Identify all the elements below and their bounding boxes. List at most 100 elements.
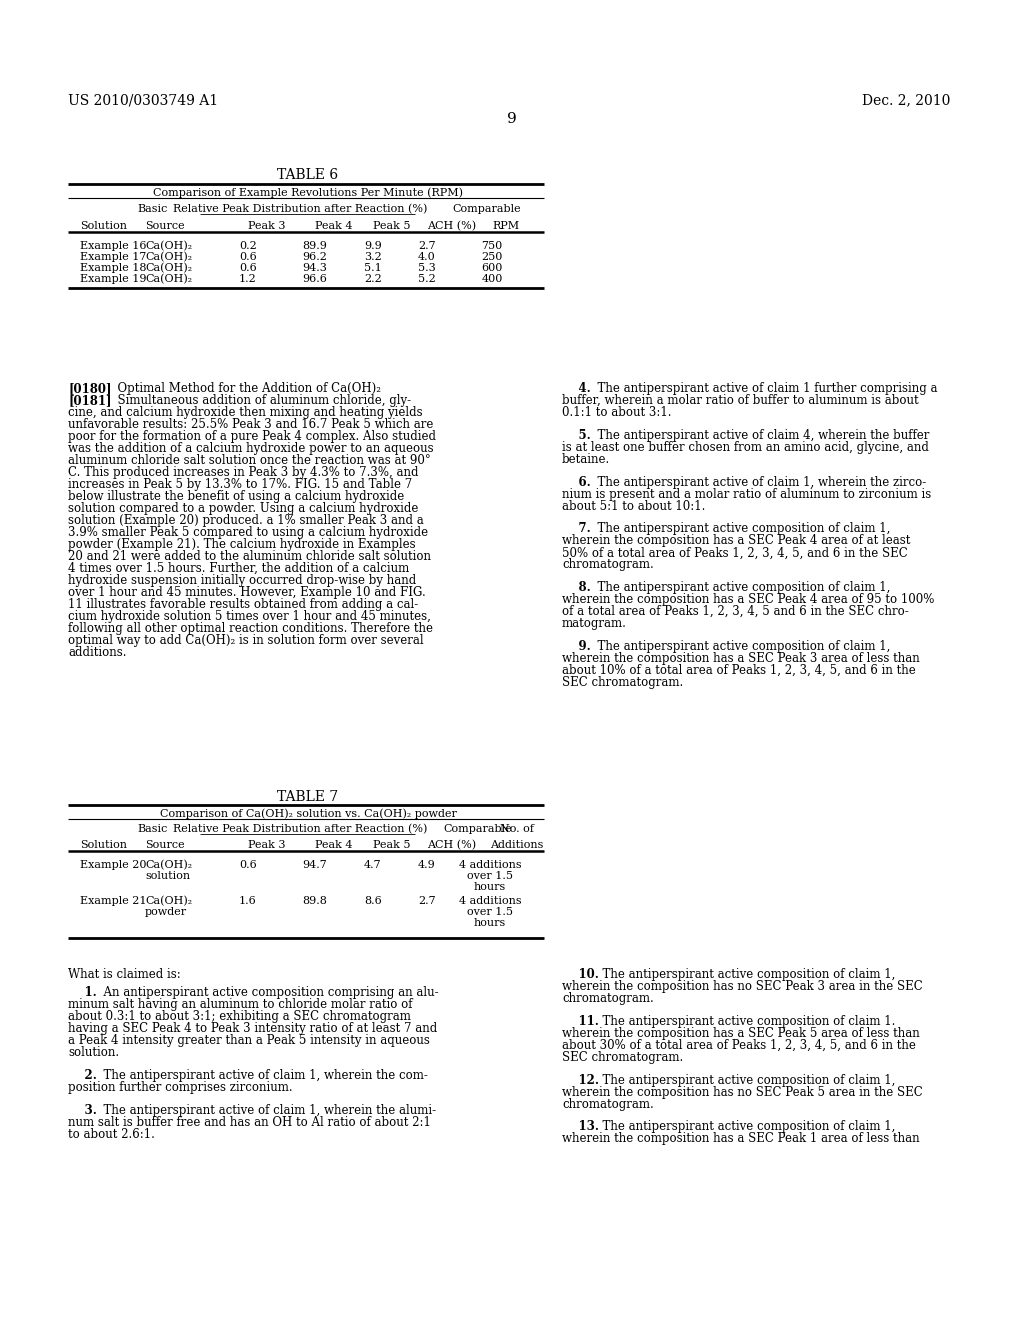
Text: solution (Example 20) produced. a 1% smaller Peak 3 and a: solution (Example 20) produced. a 1% sma…: [68, 513, 424, 527]
Text: 600: 600: [481, 263, 503, 273]
Text: 4.9: 4.9: [418, 861, 436, 870]
Text: Example 20: Example 20: [80, 861, 146, 870]
Text: Basic: Basic: [137, 824, 167, 834]
Text: additions.: additions.: [68, 645, 127, 659]
Text: 5.2: 5.2: [418, 275, 436, 284]
Text: Example 19: Example 19: [80, 275, 146, 284]
Text: aluminum chloride salt solution once the reaction was at 90°: aluminum chloride salt solution once the…: [68, 454, 431, 467]
Text: Peak 4: Peak 4: [315, 840, 352, 850]
Text: solution.: solution.: [68, 1045, 119, 1059]
Text: chromatogram.: chromatogram.: [562, 993, 653, 1005]
Text: [0180]: [0180]: [68, 381, 112, 395]
Text: 11.: 11.: [562, 1015, 599, 1028]
Text: 9.: 9.: [562, 640, 591, 653]
Text: wherein the composition has a SEC Peak 4 area of 95 to 100%: wherein the composition has a SEC Peak 4…: [562, 593, 934, 606]
Text: An antiperspirant active composition comprising an alu-: An antiperspirant active composition com…: [96, 986, 438, 999]
Text: 4.7: 4.7: [365, 861, 382, 870]
Text: 94.3: 94.3: [302, 263, 328, 273]
Text: is at least one buffer chosen from an amino acid, glycine, and: is at least one buffer chosen from an am…: [562, 441, 929, 454]
Text: position further comprises zirconium.: position further comprises zirconium.: [68, 1081, 293, 1094]
Text: Relative Peak Distribution after Reaction (%): Relative Peak Distribution after Reactio…: [173, 824, 427, 834]
Text: 3.9% smaller Peak 5 compared to using a calcium hydroxide: 3.9% smaller Peak 5 compared to using a …: [68, 525, 428, 539]
Text: wherein the composition has a SEC Peak 3 area of less than: wherein the composition has a SEC Peak 3…: [562, 652, 920, 665]
Text: RPM: RPM: [492, 220, 519, 231]
Text: matogram.: matogram.: [562, 618, 627, 630]
Text: increases in Peak 5 by 13.3% to 17%. FIG. 15 and Table 7: increases in Peak 5 by 13.3% to 17%. FIG…: [68, 478, 413, 491]
Text: The antiperspirant active composition of claim 1,: The antiperspirant active composition of…: [590, 640, 891, 653]
Text: 4.: 4.: [562, 381, 591, 395]
Text: Source: Source: [145, 220, 184, 231]
Text: ACH (%): ACH (%): [427, 840, 476, 850]
Text: SEC chromatogram.: SEC chromatogram.: [562, 676, 683, 689]
Text: over 1.5: over 1.5: [467, 871, 513, 880]
Text: Peak 3: Peak 3: [248, 220, 286, 231]
Text: below illustrate the benefit of using a calcium hydroxide: below illustrate the benefit of using a …: [68, 490, 404, 503]
Text: C. This produced increases in Peak 3 by 4.3% to 7.3%, and: C. This produced increases in Peak 3 by …: [68, 466, 419, 479]
Text: following all other optimal reaction conditions. Therefore the: following all other optimal reaction con…: [68, 622, 433, 635]
Text: nium is present and a molar ratio of aluminum to zirconium is: nium is present and a molar ratio of alu…: [562, 487, 931, 500]
Text: Comparable: Comparable: [443, 824, 512, 834]
Text: The antiperspirant active of claim 4, wherein the buffer: The antiperspirant active of claim 4, wh…: [590, 429, 930, 442]
Text: 5.3: 5.3: [418, 263, 436, 273]
Text: 2.7: 2.7: [418, 242, 436, 251]
Text: The antiperspirant active composition of claim 1.: The antiperspirant active composition of…: [595, 1015, 895, 1028]
Text: 0.6: 0.6: [240, 861, 257, 870]
Text: buffer, wherein a molar ratio of buffer to aluminum is about: buffer, wherein a molar ratio of buffer …: [562, 393, 919, 407]
Text: Peak 5: Peak 5: [373, 840, 411, 850]
Text: wherein the composition has no SEC Peak 5 area in the SEC: wherein the composition has no SEC Peak …: [562, 1085, 923, 1098]
Text: 0.6: 0.6: [240, 263, 257, 273]
Text: unfavorable results: 25.5% Peak 3 and 16.7 Peak 5 which are: unfavorable results: 25.5% Peak 3 and 16…: [68, 418, 433, 432]
Text: 5.1: 5.1: [365, 263, 382, 273]
Text: 1.6: 1.6: [240, 896, 257, 906]
Text: minum salt having an aluminum to chloride molar ratio of: minum salt having an aluminum to chlorid…: [68, 998, 413, 1011]
Text: No. of: No. of: [500, 824, 534, 834]
Text: What is claimed is:: What is claimed is:: [68, 968, 181, 981]
Text: Dec. 2, 2010: Dec. 2, 2010: [862, 92, 950, 107]
Text: 5.: 5.: [562, 429, 591, 442]
Text: Ca(OH)₂: Ca(OH)₂: [145, 242, 193, 251]
Text: cium hydroxide solution 5 times over 1 hour and 45 minutes,: cium hydroxide solution 5 times over 1 h…: [68, 610, 431, 623]
Text: 6.: 6.: [562, 475, 591, 488]
Text: wherein the composition has no SEC Peak 3 area in the SEC: wherein the composition has no SEC Peak …: [562, 979, 923, 993]
Text: hydroxide suspension initially occurred drop-wise by hand: hydroxide suspension initially occurred …: [68, 574, 416, 587]
Text: US 2010/0303749 A1: US 2010/0303749 A1: [68, 92, 218, 107]
Text: 94.7: 94.7: [303, 861, 328, 870]
Text: 3.: 3.: [68, 1104, 97, 1117]
Text: Ca(OH)₂: Ca(OH)₂: [145, 861, 193, 870]
Text: Peak 4: Peak 4: [315, 220, 352, 231]
Text: Relative Peak Distribution after Reaction (%): Relative Peak Distribution after Reactio…: [173, 205, 427, 214]
Text: about 30% of a total area of Peaks 1, 2, 3, 4, 5, and 6 in the: about 30% of a total area of Peaks 1, 2,…: [562, 1039, 915, 1052]
Text: [0181]: [0181]: [68, 393, 112, 407]
Text: wherein the composition has a SEC Peak 5 area of less than: wherein the composition has a SEC Peak 5…: [562, 1027, 920, 1040]
Text: hours: hours: [474, 882, 506, 892]
Text: 12.: 12.: [562, 1073, 599, 1086]
Text: 9: 9: [507, 112, 517, 125]
Text: 7.: 7.: [562, 523, 591, 536]
Text: The antiperspirant active composition of claim 1,: The antiperspirant active composition of…: [595, 1073, 895, 1086]
Text: SEC chromatogram.: SEC chromatogram.: [562, 1051, 683, 1064]
Text: Example 18: Example 18: [80, 263, 146, 273]
Text: 13.: 13.: [562, 1121, 599, 1134]
Text: 750: 750: [481, 242, 503, 251]
Text: powder: powder: [145, 907, 187, 917]
Text: 2.2: 2.2: [365, 275, 382, 284]
Text: chromatogram.: chromatogram.: [562, 558, 653, 572]
Text: Solution: Solution: [80, 840, 127, 850]
Text: poor for the formation of a pure Peak 4 complex. Also studied: poor for the formation of a pure Peak 4 …: [68, 430, 436, 444]
Text: about 5:1 to about 10:1.: about 5:1 to about 10:1.: [562, 499, 706, 512]
Text: was the addition of a calcium hydroxide power to an aqueous: was the addition of a calcium hydroxide …: [68, 442, 433, 455]
Text: Source: Source: [145, 840, 184, 850]
Text: 8.: 8.: [562, 581, 591, 594]
Text: Ca(OH)₂: Ca(OH)₂: [145, 275, 193, 284]
Text: The antiperspirant active composition of claim 1,: The antiperspirant active composition of…: [595, 968, 895, 981]
Text: Peak 3: Peak 3: [248, 840, 286, 850]
Text: Example 17: Example 17: [80, 252, 146, 261]
Text: of a total area of Peaks 1, 2, 3, 4, 5 and 6 in the SEC chro-: of a total area of Peaks 1, 2, 3, 4, 5 a…: [562, 605, 908, 618]
Text: Comparison of Ca(OH)₂ solution vs. Ca(OH)₂ powder: Comparison of Ca(OH)₂ solution vs. Ca(OH…: [160, 808, 457, 818]
Text: Solution: Solution: [80, 220, 127, 231]
Text: The antiperspirant active of claim 1, wherein the zirco-: The antiperspirant active of claim 1, wh…: [590, 475, 927, 488]
Text: 250: 250: [481, 252, 503, 261]
Text: Additions: Additions: [490, 840, 544, 850]
Text: having a SEC Peak 4 to Peak 3 intensity ratio of at least 7 and: having a SEC Peak 4 to Peak 3 intensity …: [68, 1022, 437, 1035]
Text: ACH (%): ACH (%): [427, 220, 476, 231]
